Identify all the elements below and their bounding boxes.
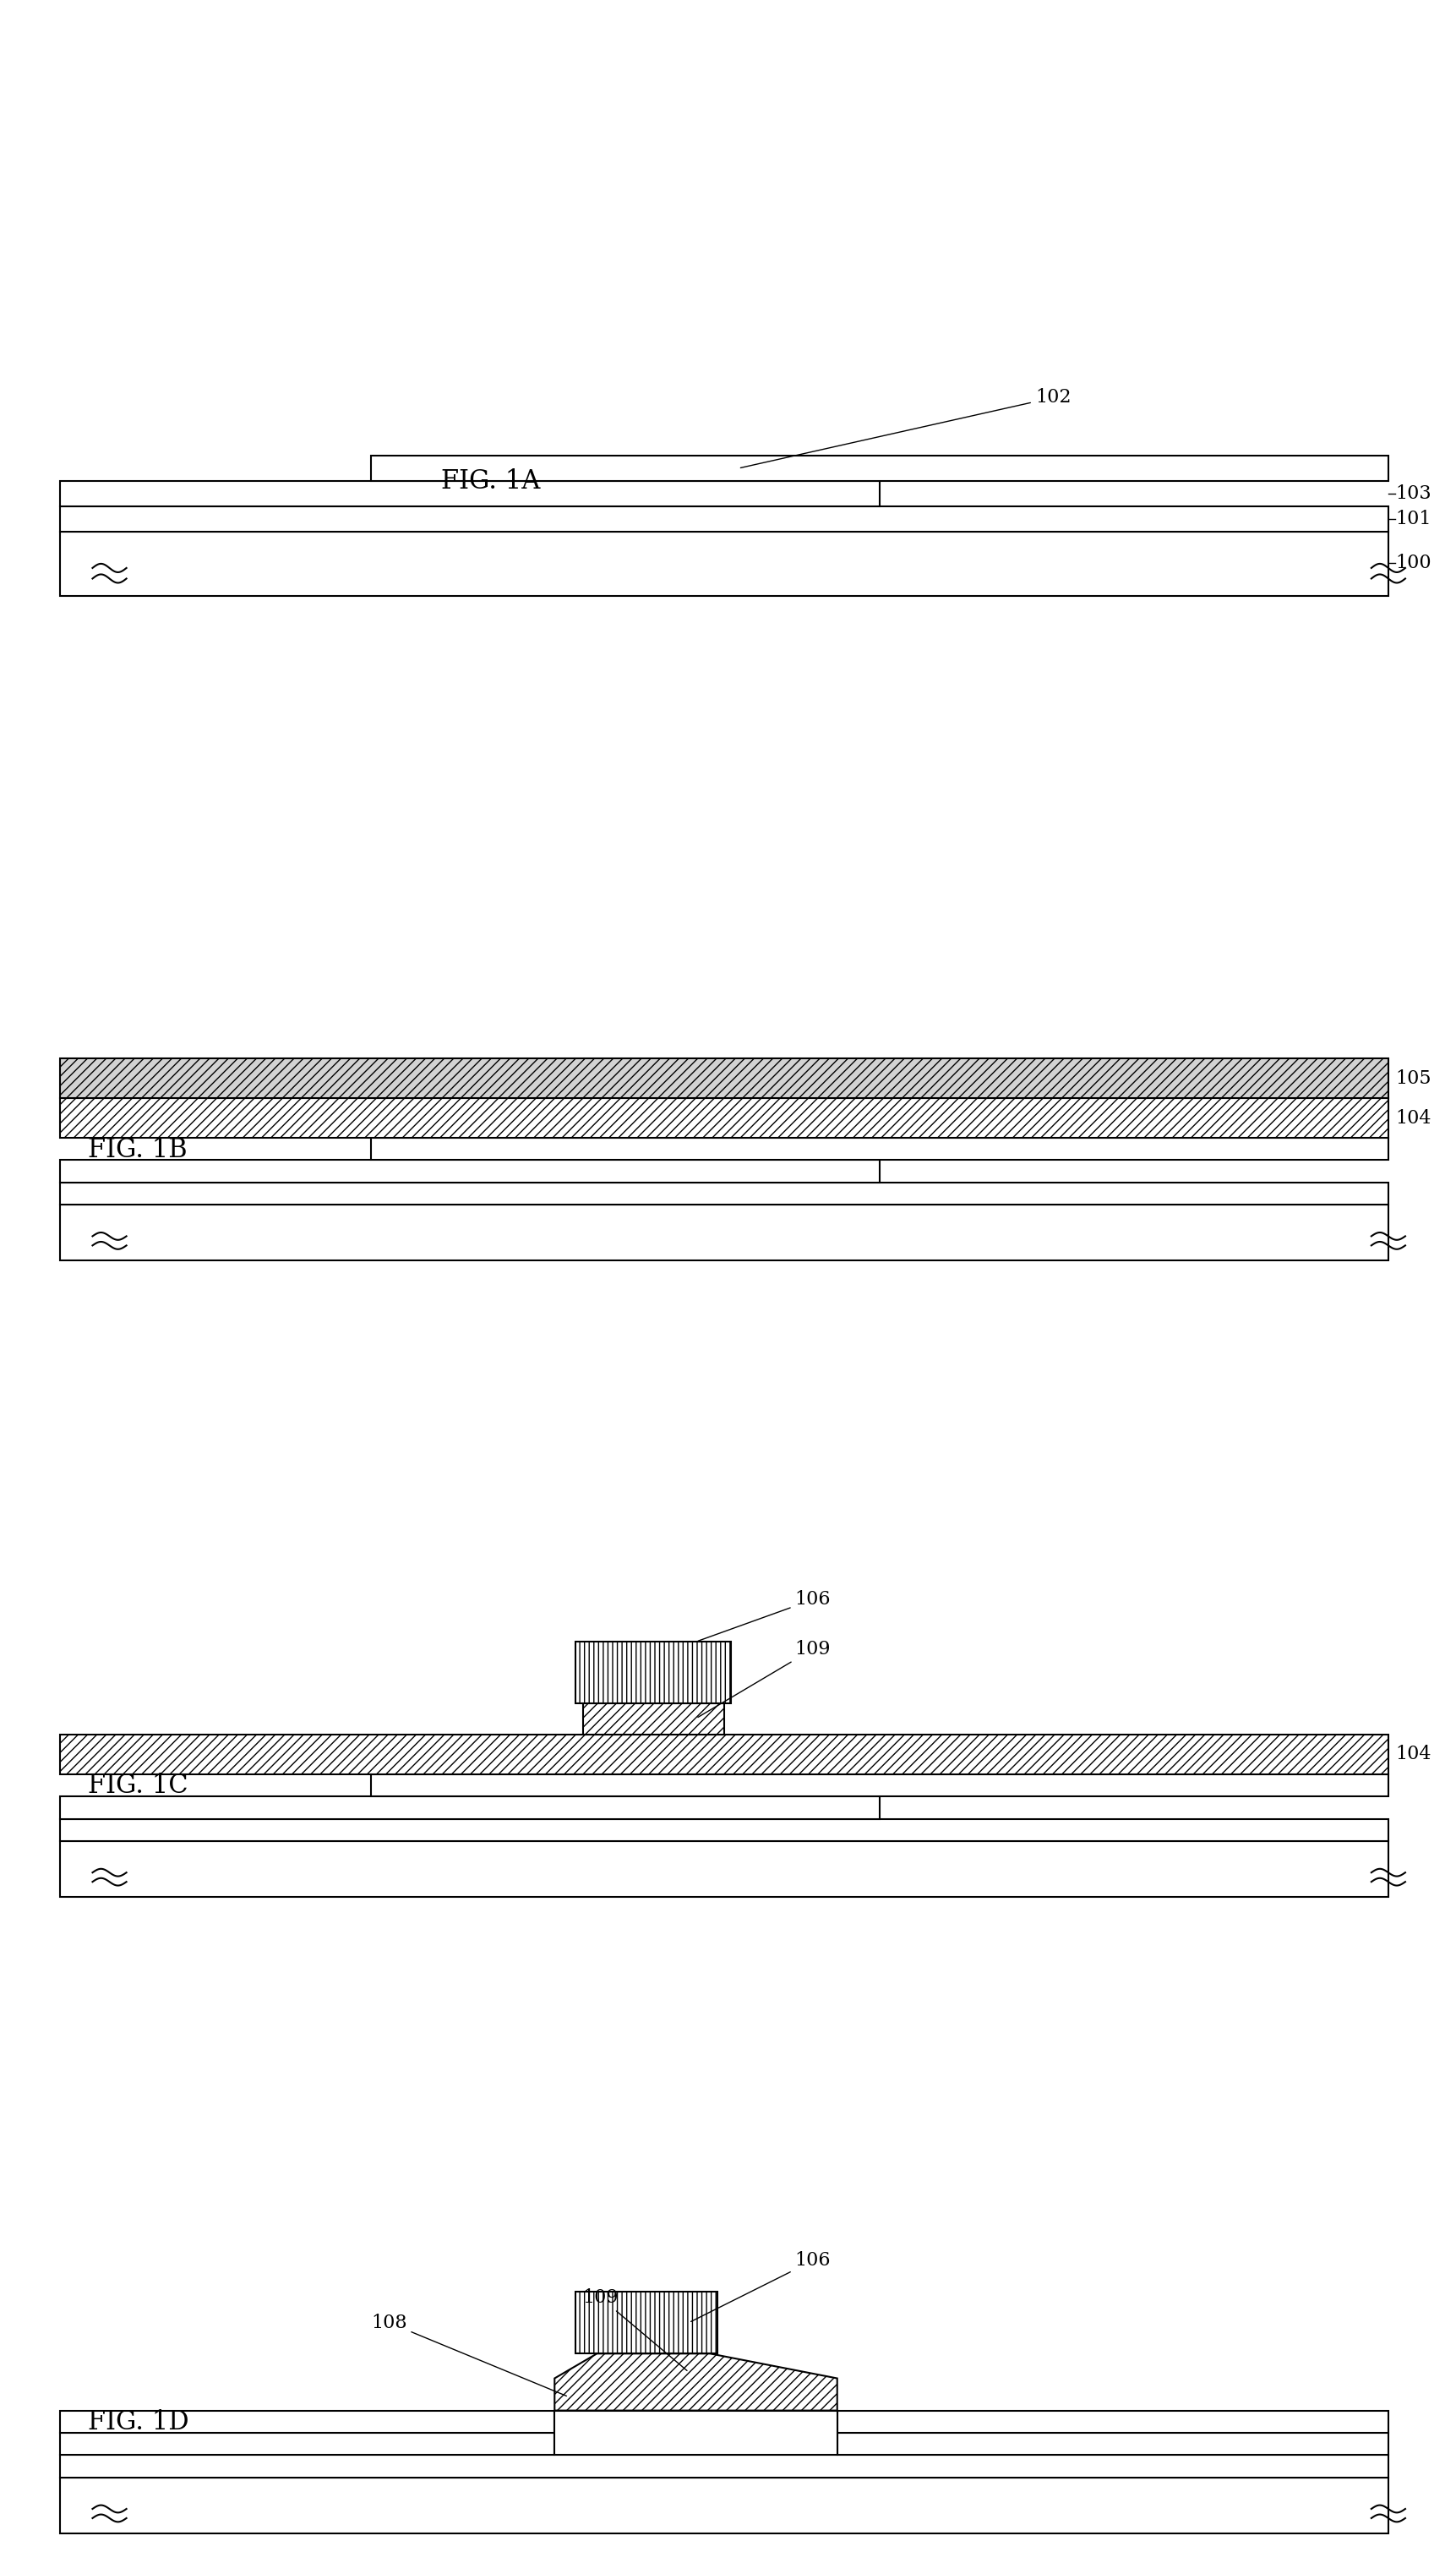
Text: 101: 101 (1395, 510, 1431, 528)
Bar (555, 2412, 837, 2455)
Bar (837, 2432, 1389, 2455)
Bar (575, 1643, 731, 1704)
Bar (371, 1138, 1389, 1161)
Text: FIG. 1B: FIG. 1B (89, 1135, 188, 1164)
Text: 109: 109 (697, 1640, 831, 1717)
Text: FIG. 1D: FIG. 1D (89, 2409, 189, 2435)
Bar (60, 2412, 555, 2432)
Bar (60, 533, 1389, 595)
Text: FIG. 1C: FIG. 1C (89, 1774, 188, 1799)
Bar (60, 2455, 1389, 2478)
Text: 105: 105 (1395, 1069, 1431, 1087)
Text: 108: 108 (371, 2314, 566, 2396)
Text: 106: 106 (697, 1592, 831, 1640)
Text: 104: 104 (1395, 1110, 1431, 1128)
Text: 103: 103 (1395, 484, 1431, 502)
Bar (60, 1820, 1389, 1840)
Bar (60, 1097, 1389, 1138)
Bar (60, 1735, 1389, 1774)
Bar (582, 1704, 724, 1735)
Bar (60, 507, 1389, 533)
Text: 100: 100 (1395, 554, 1431, 572)
Bar (60, 1161, 879, 1182)
Text: 109: 109 (582, 2289, 687, 2371)
Bar (575, 2291, 718, 2353)
Text: FIG. 1A: FIG. 1A (441, 469, 540, 495)
Bar (60, 1797, 879, 1820)
Bar (60, 482, 879, 507)
Bar (60, 1205, 1389, 1261)
Text: 106: 106 (692, 2250, 831, 2322)
Bar (371, 1774, 1389, 1797)
Bar (60, 2432, 555, 2455)
Bar (837, 2412, 1389, 2432)
Text: 102: 102 (741, 390, 1072, 469)
Bar (371, 456, 1389, 482)
Bar (60, 2478, 1389, 2532)
Bar (60, 1840, 1389, 1897)
Bar (60, 1059, 1389, 1097)
Polygon shape (555, 2353, 837, 2412)
Bar (60, 1182, 1389, 1205)
Text: 104: 104 (1395, 1745, 1431, 1763)
